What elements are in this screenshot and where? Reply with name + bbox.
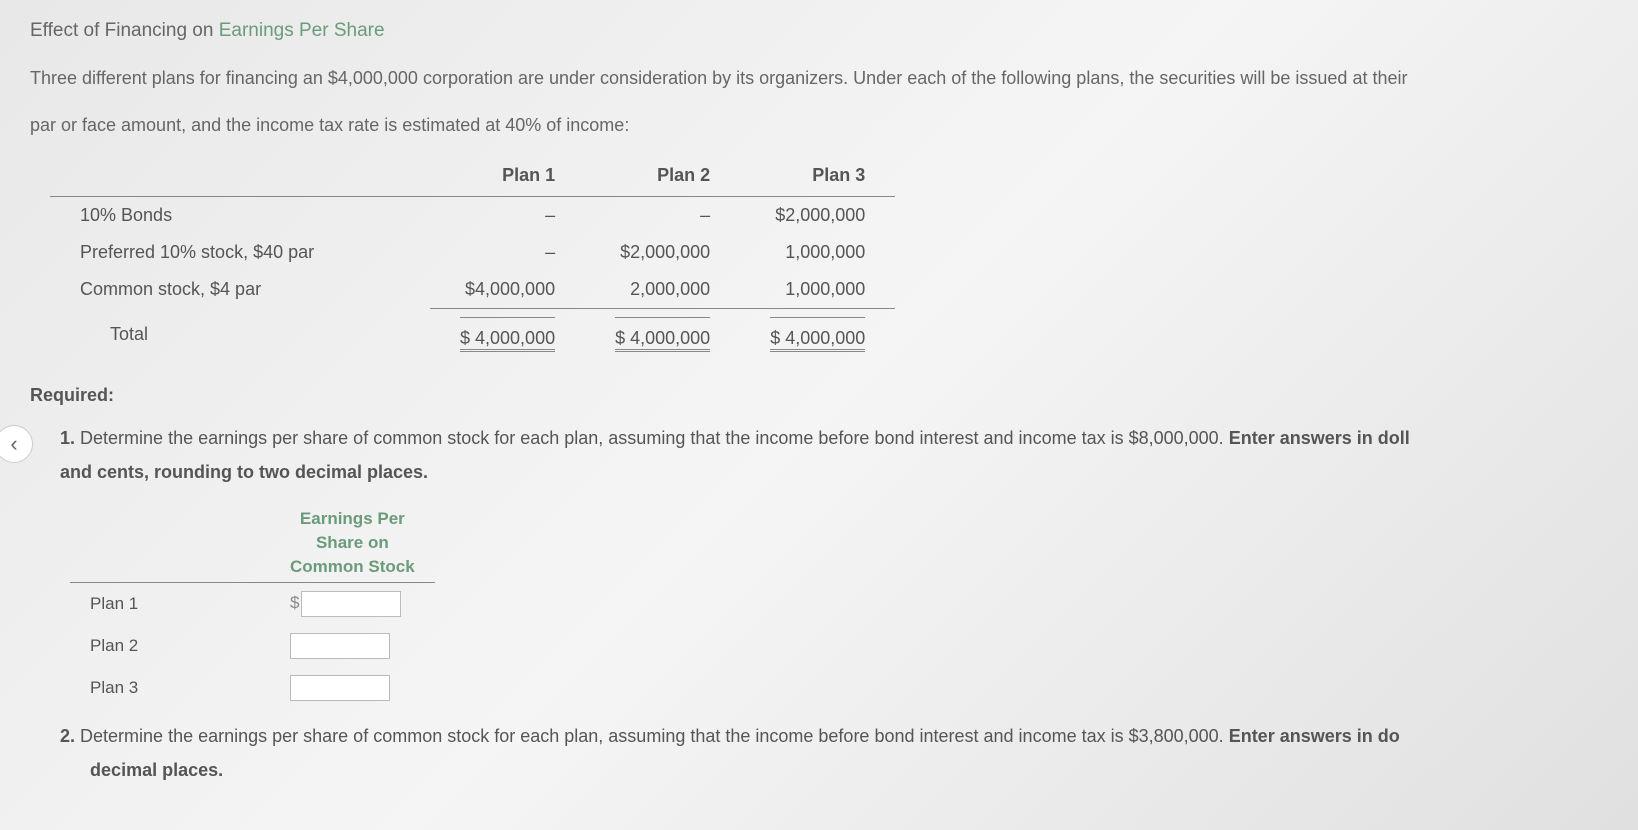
financing-table: Plan 1 Plan 2 Plan 3 10% Bonds – – $2,00… xyxy=(50,157,895,360)
cell: 1,000,000 xyxy=(740,234,895,271)
cell: $ 4,000,000 xyxy=(615,317,710,352)
question-text: Determine the earnings per share of comm… xyxy=(80,726,1229,746)
table-header-plan1: Plan 1 xyxy=(430,157,585,197)
question-number: 1. xyxy=(60,428,75,448)
eps-row: Plan 3 xyxy=(70,667,435,709)
question-text: Determine the earnings per share of comm… xyxy=(80,428,1229,448)
question-bold-b: decimal places. xyxy=(90,760,223,780)
question-number: 2. xyxy=(60,726,75,746)
table-row: 10% Bonds – – $2,000,000 xyxy=(50,196,895,234)
plan3-eps-input[interactable] xyxy=(290,675,390,701)
description-line-1: Three different plans for financing an $… xyxy=(30,62,1608,94)
table-header-plan2: Plan 2 xyxy=(585,157,740,197)
nav-previous-button[interactable]: ‹ xyxy=(0,425,33,463)
eps-header-line3: Common Stock xyxy=(290,555,415,579)
row-label: Preferred 10% stock, $40 par xyxy=(50,234,430,271)
page-title: Effect of Financing on Earnings Per Shar… xyxy=(30,20,1608,42)
plan2-eps-input[interactable] xyxy=(290,633,390,659)
eps-row-label: Plan 2 xyxy=(70,625,270,667)
row-label: Total xyxy=(50,308,430,360)
cell: $2,000,000 xyxy=(585,234,740,271)
table-header-plan3: Plan 3 xyxy=(740,157,895,197)
cell: – xyxy=(585,196,740,234)
eps-header: Earnings Per Share on Common Stock xyxy=(270,504,435,582)
eps-row-label: Plan 3 xyxy=(70,667,270,709)
question-bold-a: Enter answers in do xyxy=(1229,726,1400,746)
cell: 1,000,000 xyxy=(740,271,895,309)
cell: 2,000,000 xyxy=(585,271,740,309)
required-header: Required: xyxy=(30,385,1608,406)
plan1-eps-input[interactable] xyxy=(301,591,401,617)
eps-header-line1: Earnings Per xyxy=(290,507,415,531)
eps-header-line2: Share on xyxy=(290,531,415,555)
question-2: 2. Determine the earnings per share of c… xyxy=(60,719,1608,787)
row-label: 10% Bonds xyxy=(50,196,430,234)
chevron-left-icon: ‹ xyxy=(10,431,17,457)
eps-row-label: Plan 1 xyxy=(70,582,270,625)
eps-table: Earnings Per Share on Common Stock Plan … xyxy=(70,504,435,708)
title-prefix: Effect of Financing on xyxy=(30,20,219,41)
question-bold-b: and cents, rounding to two decimal place… xyxy=(60,462,428,482)
eps-header-blank xyxy=(70,504,270,582)
dollar-icon: $ xyxy=(290,593,299,612)
eps-row: Plan 1 $ xyxy=(70,582,435,625)
cell: $ 4,000,000 xyxy=(460,317,555,352)
cell: $4,000,000 xyxy=(430,271,585,309)
question-1: 1. Determine the earnings per share of c… xyxy=(60,421,1608,489)
cell: $ 4,000,000 xyxy=(770,317,865,352)
table-row: Common stock, $4 par $4,000,000 2,000,00… xyxy=(50,271,895,309)
eps-row: Plan 2 xyxy=(70,625,435,667)
table-header-blank xyxy=(50,157,430,197)
title-link[interactable]: Earnings Per Share xyxy=(219,20,385,41)
table-row: Preferred 10% stock, $40 par – $2,000,00… xyxy=(50,234,895,271)
description-line-2: par or face amount, and the income tax r… xyxy=(30,109,1608,141)
cell: – xyxy=(430,234,585,271)
table-row-total: Total $ 4,000,000 $ 4,000,000 $ 4,000,00… xyxy=(50,308,895,360)
cell: $2,000,000 xyxy=(740,196,895,234)
row-label: Common stock, $4 par xyxy=(50,271,430,309)
cell: – xyxy=(430,196,585,234)
question-bold-a: Enter answers in doll xyxy=(1229,428,1410,448)
